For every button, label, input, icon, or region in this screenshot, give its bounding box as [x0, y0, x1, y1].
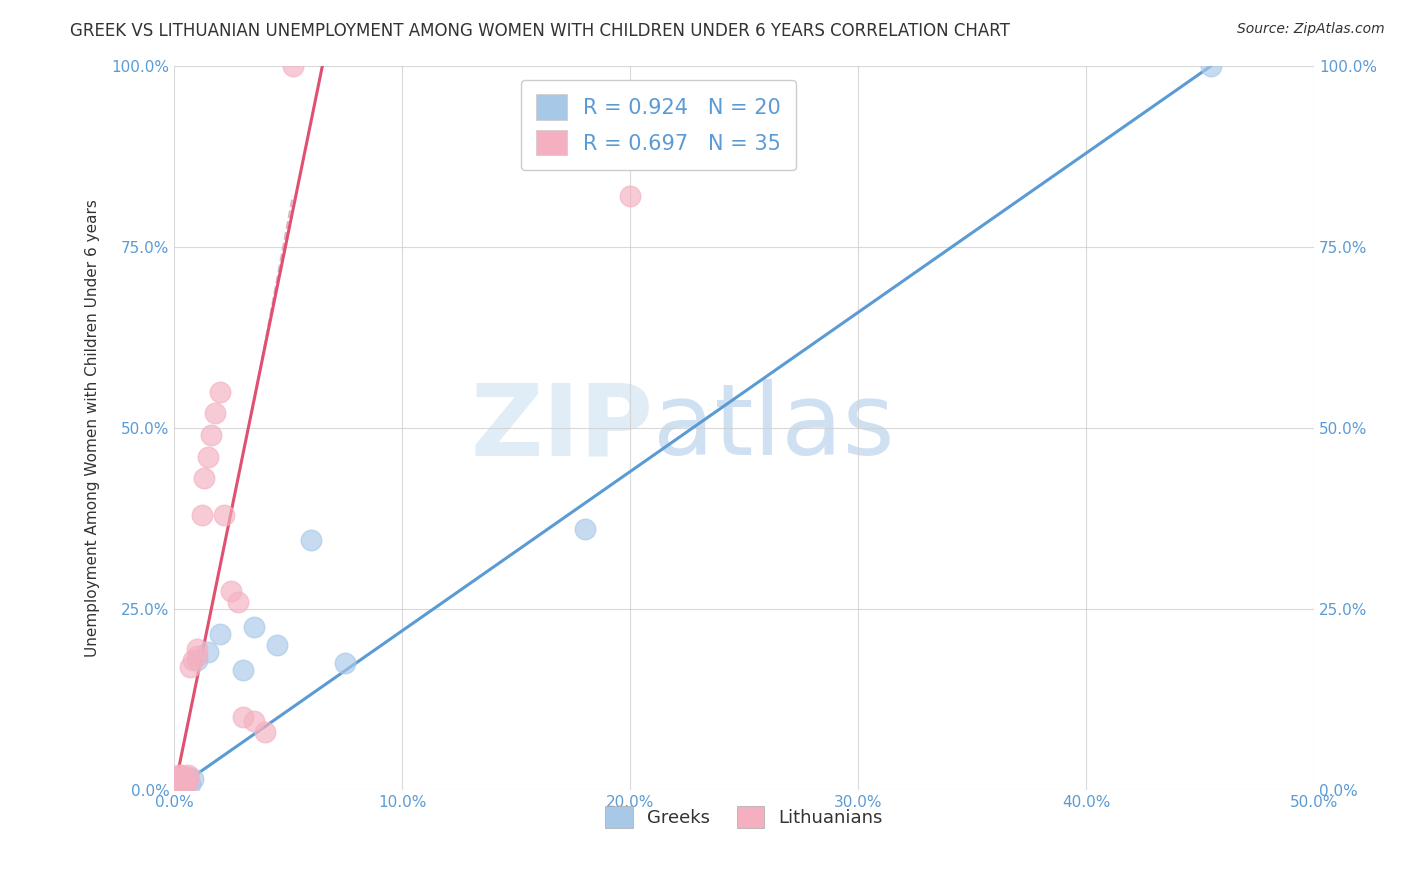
Point: [574, 522, 596, 536]
Point: [166, 777, 188, 791]
Point: [186, 648, 208, 663]
Point: [167, 775, 190, 789]
Point: [167, 775, 190, 789]
Point: [266, 638, 288, 652]
Point: [170, 768, 193, 782]
Point: [197, 450, 219, 464]
Point: [179, 660, 201, 674]
Point: [172, 772, 194, 786]
Point: [204, 406, 226, 420]
Point: [197, 645, 219, 659]
Point: [181, 652, 204, 666]
Point: [179, 777, 201, 791]
Point: [170, 779, 193, 793]
Point: [172, 775, 194, 789]
Point: [170, 775, 193, 789]
Point: [190, 508, 212, 522]
Point: [299, 533, 322, 547]
Point: [166, 780, 188, 795]
Point: [208, 627, 231, 641]
Point: [243, 620, 266, 634]
Point: [172, 777, 194, 791]
Point: [200, 428, 222, 442]
Point: [167, 768, 190, 782]
Point: [254, 725, 277, 739]
Point: [170, 777, 193, 791]
Point: [232, 710, 254, 724]
Text: Source: ZipAtlas.com: Source: ZipAtlas.com: [1237, 22, 1385, 37]
Point: [174, 779, 197, 793]
Point: [170, 772, 193, 786]
Point: [177, 772, 200, 786]
Point: [208, 384, 231, 399]
Point: [166, 779, 188, 793]
Point: [619, 189, 641, 203]
Point: [167, 779, 190, 793]
Point: [281, 59, 304, 73]
Point: [243, 714, 266, 728]
Y-axis label: Unemployment Among Women with Children Under 6 years: Unemployment Among Women with Children U…: [86, 199, 100, 657]
Point: [181, 772, 204, 786]
Point: [232, 664, 254, 678]
Point: [167, 779, 190, 793]
Text: GREEK VS LITHUANIAN UNEMPLOYMENT AMONG WOMEN WITH CHILDREN UNDER 6 YEARS CORRELA: GREEK VS LITHUANIAN UNEMPLOYMENT AMONG W…: [70, 22, 1010, 40]
Point: [177, 768, 200, 782]
Point: [219, 583, 242, 598]
Point: [186, 641, 208, 656]
Point: [186, 652, 208, 666]
Point: [335, 656, 357, 670]
Point: [174, 774, 197, 789]
Point: [170, 772, 193, 786]
Point: [174, 775, 197, 789]
Point: [226, 594, 249, 608]
Point: [166, 779, 188, 793]
Point: [177, 770, 200, 784]
Point: [167, 772, 190, 786]
Text: ZIP: ZIP: [470, 379, 652, 476]
Point: [193, 471, 215, 485]
Point: [214, 508, 236, 522]
Text: atlas: atlas: [652, 379, 894, 476]
Point: [1201, 59, 1223, 73]
Legend: Greeks, Lithuanians: Greeks, Lithuanians: [598, 798, 890, 835]
